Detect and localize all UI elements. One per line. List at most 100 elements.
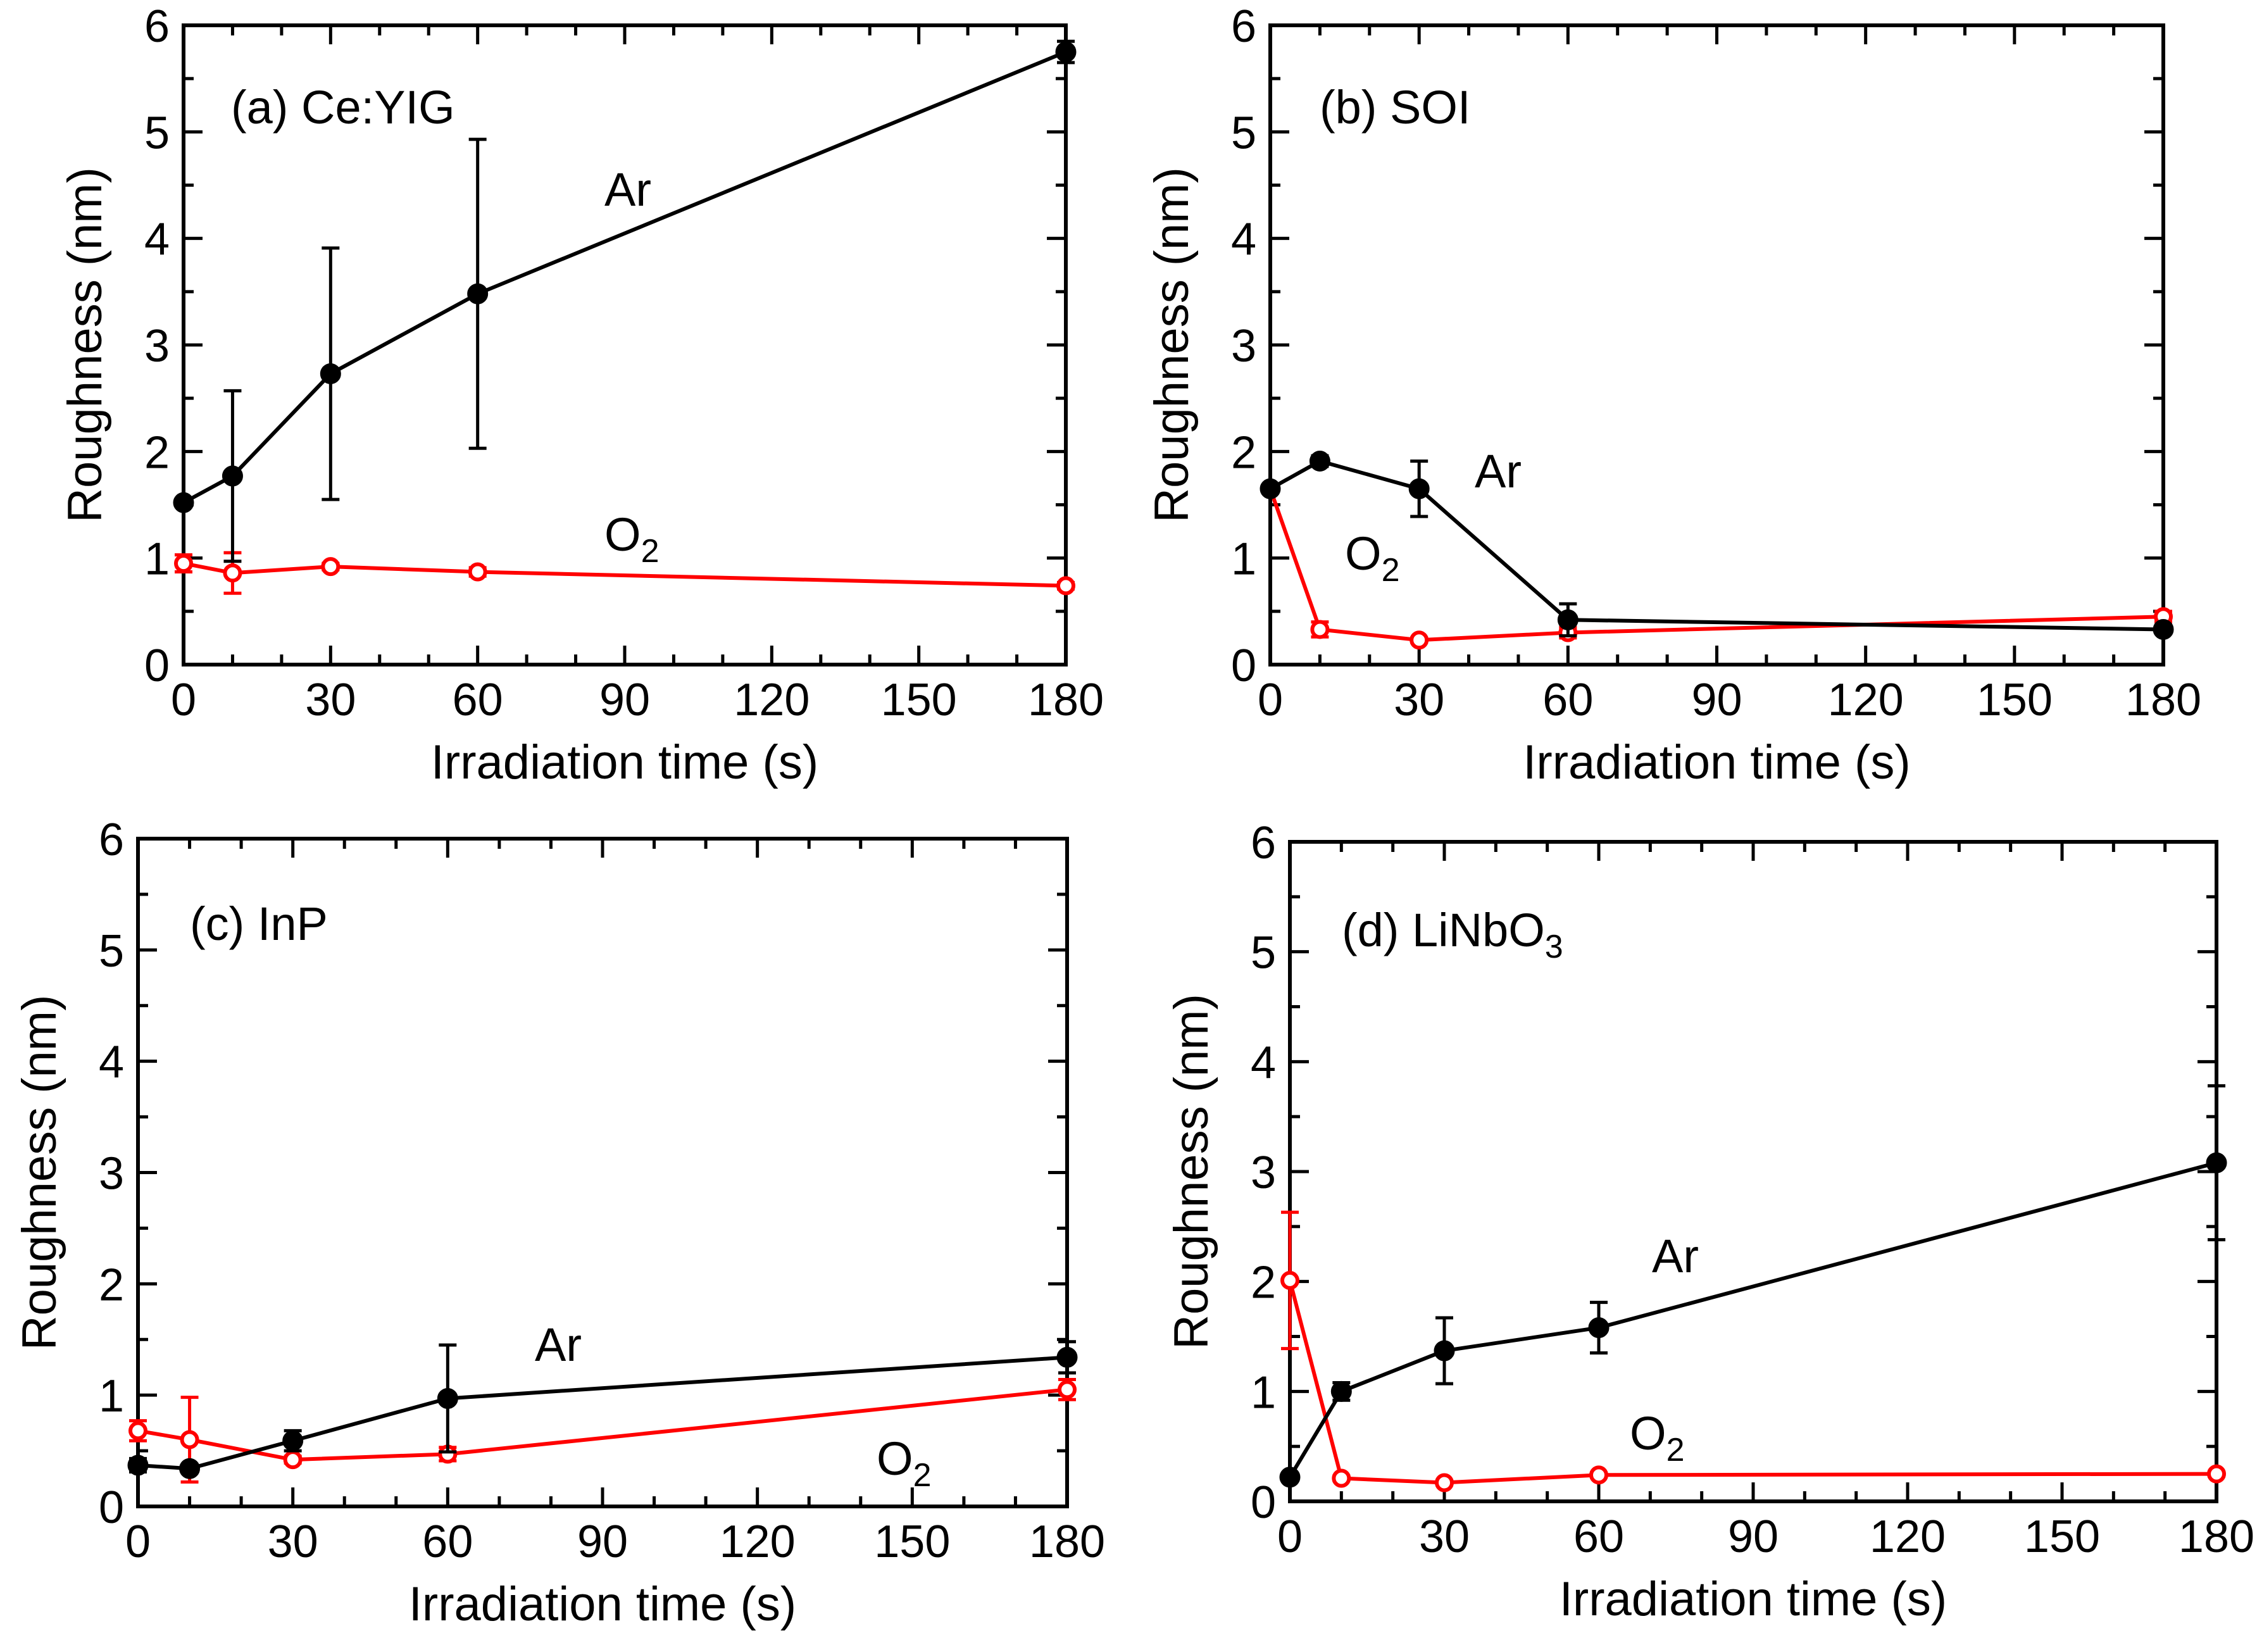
series-o2 [1280, 1210, 2226, 1492]
x-tick-label: 180 [1028, 675, 1104, 725]
x-tick-label: 120 [1870, 1511, 1946, 1562]
data-point-o2 [174, 554, 193, 573]
x-tick-label: 150 [1977, 675, 2053, 725]
series-ar [1260, 450, 2174, 640]
x-axis-title: Irradiation time (s) [1560, 1572, 1947, 1626]
x-tick-label: 0 [171, 675, 196, 725]
data-point-ar [1056, 1346, 1078, 1368]
y-tick-label: 5 [99, 926, 124, 977]
y-tick-label: 4 [144, 215, 170, 265]
data-point-o2 [1589, 1465, 1608, 1485]
x-tick-label: 150 [2024, 1511, 2100, 1562]
data-point-o2 [223, 563, 242, 583]
y-tick-label: 6 [144, 1, 170, 52]
data-point-o2 [1056, 576, 1075, 596]
series-ar [1279, 1084, 2227, 1488]
data-point-ar [1408, 478, 1430, 499]
x-axis-title: Irradiation time (s) [431, 735, 818, 789]
x-tick-label: 150 [874, 1517, 950, 1567]
data-point-ar [1557, 609, 1579, 630]
y-tick-label: 2 [99, 1260, 124, 1310]
x-tick-label: 180 [1029, 1517, 1105, 1567]
y-axis-title: Roughness (nm) [1145, 167, 1199, 523]
series-line-o2 [137, 1387, 1068, 1462]
y-tick-label: 2 [1251, 1258, 1276, 1308]
x-tick-label: 90 [1691, 675, 1742, 725]
x-tick-label: 60 [1542, 675, 1593, 725]
data-point-o2 [1280, 1270, 1299, 1290]
x-tick-label: 60 [1573, 1511, 1624, 1562]
x-tick-label: 30 [305, 675, 356, 725]
x-tick-label: 120 [1828, 675, 1904, 725]
data-point-ar [222, 465, 243, 487]
y-tick-label: 4 [99, 1037, 124, 1088]
series-ar [127, 1340, 1078, 1479]
x-tick-label: 60 [422, 1517, 473, 1567]
panel-label: (d) LiNbO3 [1342, 904, 1563, 965]
x-tick-label: 180 [2125, 675, 2201, 725]
series-label-ar: Ar [604, 163, 651, 216]
series-label-o2: O2 [604, 508, 659, 570]
y-tick-label: 6 [1251, 818, 1276, 868]
y-tick-label: 4 [1251, 1037, 1276, 1088]
y-tick-label: 5 [1251, 928, 1276, 979]
y-tick-label: 1 [1231, 534, 1256, 585]
data-point-ar [1434, 1340, 1455, 1361]
y-tick-label: 1 [144, 534, 170, 585]
data-point-o2 [283, 1450, 303, 1470]
panel-label: (c) InP [190, 898, 328, 950]
y-tick-label: 6 [1231, 1, 1256, 52]
x-tick-label: 120 [720, 1517, 796, 1567]
data-point-ar [1330, 1380, 1352, 1402]
data-point-o2 [1410, 630, 1429, 650]
data-point-o2 [1310, 620, 1330, 639]
x-tick-label: 60 [453, 675, 503, 725]
y-axis-title: Roughness (nm) [58, 167, 112, 523]
data-point-o2 [180, 1430, 199, 1449]
x-tick-label: 0 [1277, 1511, 1303, 1562]
series-line-ar [1269, 459, 2164, 632]
y-axis-title: Roughness (nm) [13, 995, 66, 1351]
panel-c-inp: 0 30 60 90 120 150 180 0 1 2 3 4 5 6 Irradiation time … [13, 815, 1105, 1631]
data-point-o2 [2207, 1464, 2226, 1484]
data-point-ar [320, 363, 341, 384]
data-point-ar [1309, 450, 1330, 472]
series-label-ar: Ar [1475, 445, 1522, 497]
data-point-o2 [1058, 1380, 1077, 1399]
x-tick-label: 150 [881, 675, 957, 725]
series-o2 [174, 551, 1075, 596]
y-tick-label: 5 [1231, 108, 1256, 158]
data-point-ar [173, 492, 194, 513]
panel-label: (b) SOI [1320, 81, 1470, 134]
series-label-ar: Ar [1652, 1230, 1699, 1282]
data-point-ar [2206, 1152, 2227, 1173]
data-point-ar [437, 1387, 458, 1409]
series-line-o2 [1288, 1280, 2217, 1485]
y-tick-label: 6 [99, 815, 124, 865]
data-point-ar [467, 283, 489, 304]
data-point-o2 [1332, 1468, 1351, 1488]
data-point-o2 [468, 562, 487, 582]
data-point-ar [2153, 618, 2174, 640]
y-tick-label: 5 [144, 108, 170, 158]
x-tick-label: 0 [125, 1517, 151, 1567]
x-tick-label: 90 [577, 1517, 628, 1567]
series-ar [173, 39, 1077, 563]
data-point-ar [1260, 478, 1281, 499]
x-tick-label: 120 [734, 675, 810, 725]
series-label-o2: O2 [1345, 527, 1399, 589]
data-point-ar [179, 1458, 201, 1479]
series-label-o2: O2 [1630, 1407, 1684, 1468]
x-axis-title: Irradiation time (s) [1523, 735, 1910, 789]
data-point-o2 [321, 557, 341, 577]
panel-b-soi: 0 30 60 90 120 150 180 0 1 2 3 4 5 6 Irradiation time … [1145, 1, 2201, 789]
y-tick-label: 1 [1251, 1367, 1276, 1418]
series-line-o2 [1268, 488, 2164, 642]
panel-label: (a) Ce:YIG [231, 81, 455, 134]
x-tick-label: 0 [1258, 675, 1283, 725]
series-line-o2 [183, 561, 1066, 588]
data-point-ar [1588, 1317, 1610, 1339]
panel-a-ce-yig: 0 30 60 90 120 150 180 0 1 2 3 4 5 6 Irradiation time … [58, 1, 1104, 789]
y-tick-label: 0 [1251, 1477, 1276, 1528]
